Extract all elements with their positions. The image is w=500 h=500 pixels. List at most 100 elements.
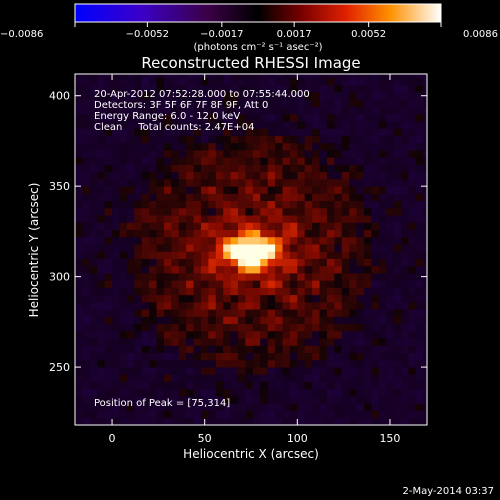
heatmap-cell	[200, 149, 209, 158]
heatmap-cell	[178, 222, 187, 230]
heatmap-cell	[215, 396, 224, 404]
heatmap-cell	[156, 77, 165, 86]
heatmap-cell	[349, 215, 357, 223]
heatmap-cell	[163, 193, 172, 202]
heatmap-cell	[245, 359, 254, 368]
heatmap-cell	[104, 388, 113, 397]
heatmap-cell	[134, 287, 143, 296]
heatmap-cell	[141, 135, 150, 144]
heatmap-cell	[163, 396, 172, 404]
heatmap-cell	[238, 381, 246, 390]
y-tick-label: 300	[49, 271, 70, 284]
heatmap-cell	[89, 287, 98, 296]
heatmap-cell	[200, 186, 209, 194]
heatmap-cell	[82, 142, 91, 151]
heatmap-cell	[238, 410, 246, 419]
heatmap-cell	[178, 381, 187, 390]
heatmap-cell	[334, 178, 343, 187]
heatmap-cell	[149, 330, 157, 339]
heatmap-cell	[82, 417, 91, 425]
heatmap-cell	[171, 157, 180, 165]
heatmap-cell	[156, 200, 165, 209]
heatmap-cell	[275, 207, 283, 216]
heatmap-cell	[141, 142, 150, 151]
heatmap-cell	[126, 222, 135, 230]
heatmap-cell	[423, 215, 427, 223]
heatmap-cell	[304, 236, 313, 245]
plot-frame	[74, 73, 428, 426]
heatmap-cell	[319, 142, 328, 151]
heatmap-cell	[104, 338, 113, 346]
heatmap-cell	[97, 338, 106, 346]
heatmap-cell	[401, 106, 409, 115]
heatmap-cell	[267, 309, 276, 317]
heatmap-cell	[275, 388, 283, 397]
heatmap-cell	[408, 244, 417, 252]
heatmap-cell	[82, 200, 91, 209]
heatmap-cell	[289, 157, 298, 165]
heatmap-cell	[386, 92, 395, 100]
heatmap-cell	[334, 171, 343, 180]
heatmap-cell	[193, 345, 202, 354]
heatmap-cell	[386, 280, 395, 288]
heatmap-cell	[245, 367, 254, 375]
heatmap-cell	[200, 294, 209, 303]
heatmap-cell	[238, 273, 246, 281]
heatmap-cell	[141, 258, 150, 267]
heatmap-cell	[178, 374, 187, 382]
heatmap-cell	[75, 287, 83, 296]
heatmap-cell	[104, 381, 113, 390]
heatmap-cell	[134, 280, 143, 288]
heatmap-cell	[371, 149, 380, 158]
heatmap-cell	[89, 388, 98, 397]
heatmap-cell	[134, 77, 143, 86]
heatmap-cell	[149, 186, 157, 194]
heatmap-cell	[349, 229, 357, 238]
heatmap-cell	[304, 388, 313, 397]
heatmap-cell	[260, 142, 269, 151]
heatmap-cell	[334, 215, 343, 223]
heatmap-cell	[238, 359, 246, 368]
heatmap-cell	[134, 74, 143, 79]
heatmap-cell	[208, 142, 217, 151]
heatmap-cell	[386, 113, 395, 122]
heatmap-cell	[215, 157, 224, 165]
heatmap-cell	[126, 113, 135, 122]
heatmap-cell	[415, 287, 424, 296]
heatmap-cell	[386, 106, 395, 115]
heatmap-cell	[371, 244, 380, 252]
heatmap-cell	[349, 345, 357, 354]
heatmap-cell	[208, 207, 217, 216]
heatmap-cell	[208, 121, 217, 129]
heatmap-cell	[82, 374, 91, 382]
heatmap-cell	[186, 207, 194, 216]
heatmap-cell	[282, 106, 291, 115]
heatmap-cell	[401, 316, 409, 325]
heatmap-cell	[238, 301, 246, 310]
heatmap-cell	[230, 309, 239, 317]
heatmap-cell	[238, 171, 246, 180]
heatmap-cell	[112, 251, 120, 259]
heatmap-cell	[245, 200, 254, 209]
heatmap-cell	[82, 316, 91, 325]
heatmap-cell	[215, 222, 224, 230]
heatmap-cell	[356, 149, 365, 158]
heatmap-cell	[356, 410, 365, 419]
heatmap-cell	[393, 149, 402, 158]
heatmap-cell	[252, 251, 261, 259]
heatmap-cell	[282, 186, 291, 194]
heatmap-cell	[97, 164, 106, 173]
heatmap-cell	[415, 352, 424, 361]
heatmap-cell	[178, 280, 187, 288]
heatmap-cell	[326, 367, 335, 375]
heatmap-cell	[141, 316, 150, 325]
heatmap-cell	[408, 99, 417, 107]
heatmap-cell	[134, 99, 143, 107]
heatmap-cell	[141, 178, 150, 187]
heatmap-cell	[156, 265, 165, 274]
heatmap-cell	[89, 345, 98, 354]
heatmap-cell	[163, 157, 172, 165]
heatmap-cell	[349, 367, 357, 375]
heatmap-cell	[252, 171, 261, 180]
heatmap-cell	[334, 338, 343, 346]
